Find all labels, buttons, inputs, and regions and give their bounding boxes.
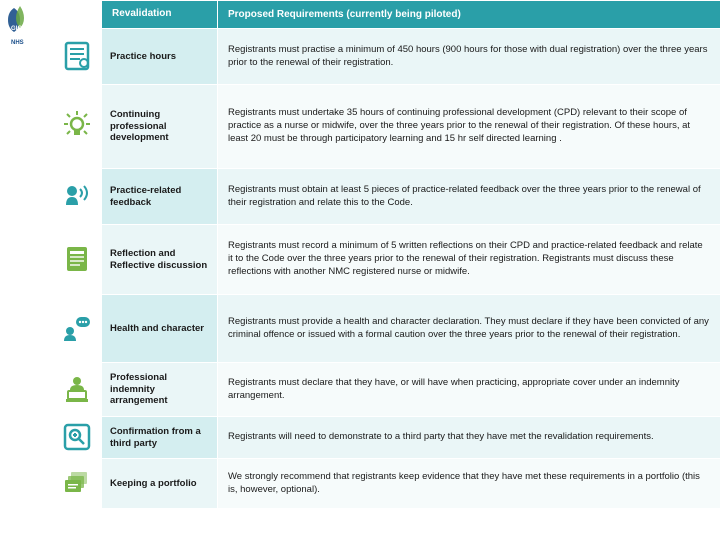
- requirements-table: RevalidationProposed Requirements (curre…: [102, 0, 720, 540]
- row-desc: We strongly recommend that registrants k…: [218, 459, 720, 508]
- document-icon: [52, 28, 102, 84]
- row-desc: Registrants must declare that they have,…: [218, 363, 720, 416]
- row-title: Confirmation from a third party: [102, 417, 218, 458]
- laptop-user-icon: [52, 362, 102, 416]
- row-title: Reflection and Reflective discussion: [102, 225, 218, 294]
- row-title: Continuing professional development: [102, 85, 218, 168]
- icon-column: [52, 0, 102, 540]
- row-title: Health and character: [102, 295, 218, 362]
- row-title: Professional indemnity arrangement: [102, 363, 218, 416]
- header-col1: Revalidation: [102, 1, 218, 28]
- table-row: Reflection and Reflective discussionRegi…: [102, 225, 720, 295]
- table-row: Continuing professional developmentRegis…: [102, 85, 720, 169]
- row-title: Keeping a portfolio: [102, 459, 218, 508]
- table-row: Health and characterRegistrants must pro…: [102, 295, 720, 363]
- svg-text:NHS: NHS: [11, 40, 24, 46]
- page: GIG NHS RevalidationProposed Requirement…: [0, 0, 720, 540]
- row-desc: Registrants must record a minimum of 5 w…: [218, 225, 720, 294]
- folders-icon: [52, 458, 102, 508]
- table-row: Practice hoursRegistrants must practise …: [102, 29, 720, 85]
- nhs-wales-logo-icon: GIG NHS: [2, 4, 50, 50]
- row-desc: Registrants must obtain at least 5 piece…: [218, 169, 720, 224]
- lightbulb-icon: [52, 84, 102, 168]
- row-title: Practice hours: [102, 29, 218, 84]
- magnify-icon: [52, 416, 102, 458]
- table-row: Confirmation from a third partyRegistran…: [102, 417, 720, 459]
- row-desc: Registrants must provide a health and ch…: [218, 295, 720, 362]
- speaker-icon: [52, 168, 102, 224]
- row-desc: Registrants must undertake 35 hours of c…: [218, 85, 720, 168]
- notebook-icon: [52, 224, 102, 294]
- row-desc: Registrants must practise a minimum of 4…: [218, 29, 720, 84]
- chat-user-icon: [52, 294, 102, 362]
- row-desc: Registrants will need to demonstrate to …: [218, 417, 720, 458]
- table-header: RevalidationProposed Requirements (curre…: [102, 1, 720, 29]
- logo-column: GIG NHS: [0, 0, 52, 540]
- svg-text:GIG: GIG: [11, 26, 22, 32]
- header-col2: Proposed Requirements (currently being p…: [218, 1, 720, 28]
- table-row: Practice-related feedbackRegistrants mus…: [102, 169, 720, 225]
- table-row: Professional indemnity arrangementRegist…: [102, 363, 720, 417]
- table-row: Keeping a portfolioWe strongly recommend…: [102, 459, 720, 509]
- row-title: Practice-related feedback: [102, 169, 218, 224]
